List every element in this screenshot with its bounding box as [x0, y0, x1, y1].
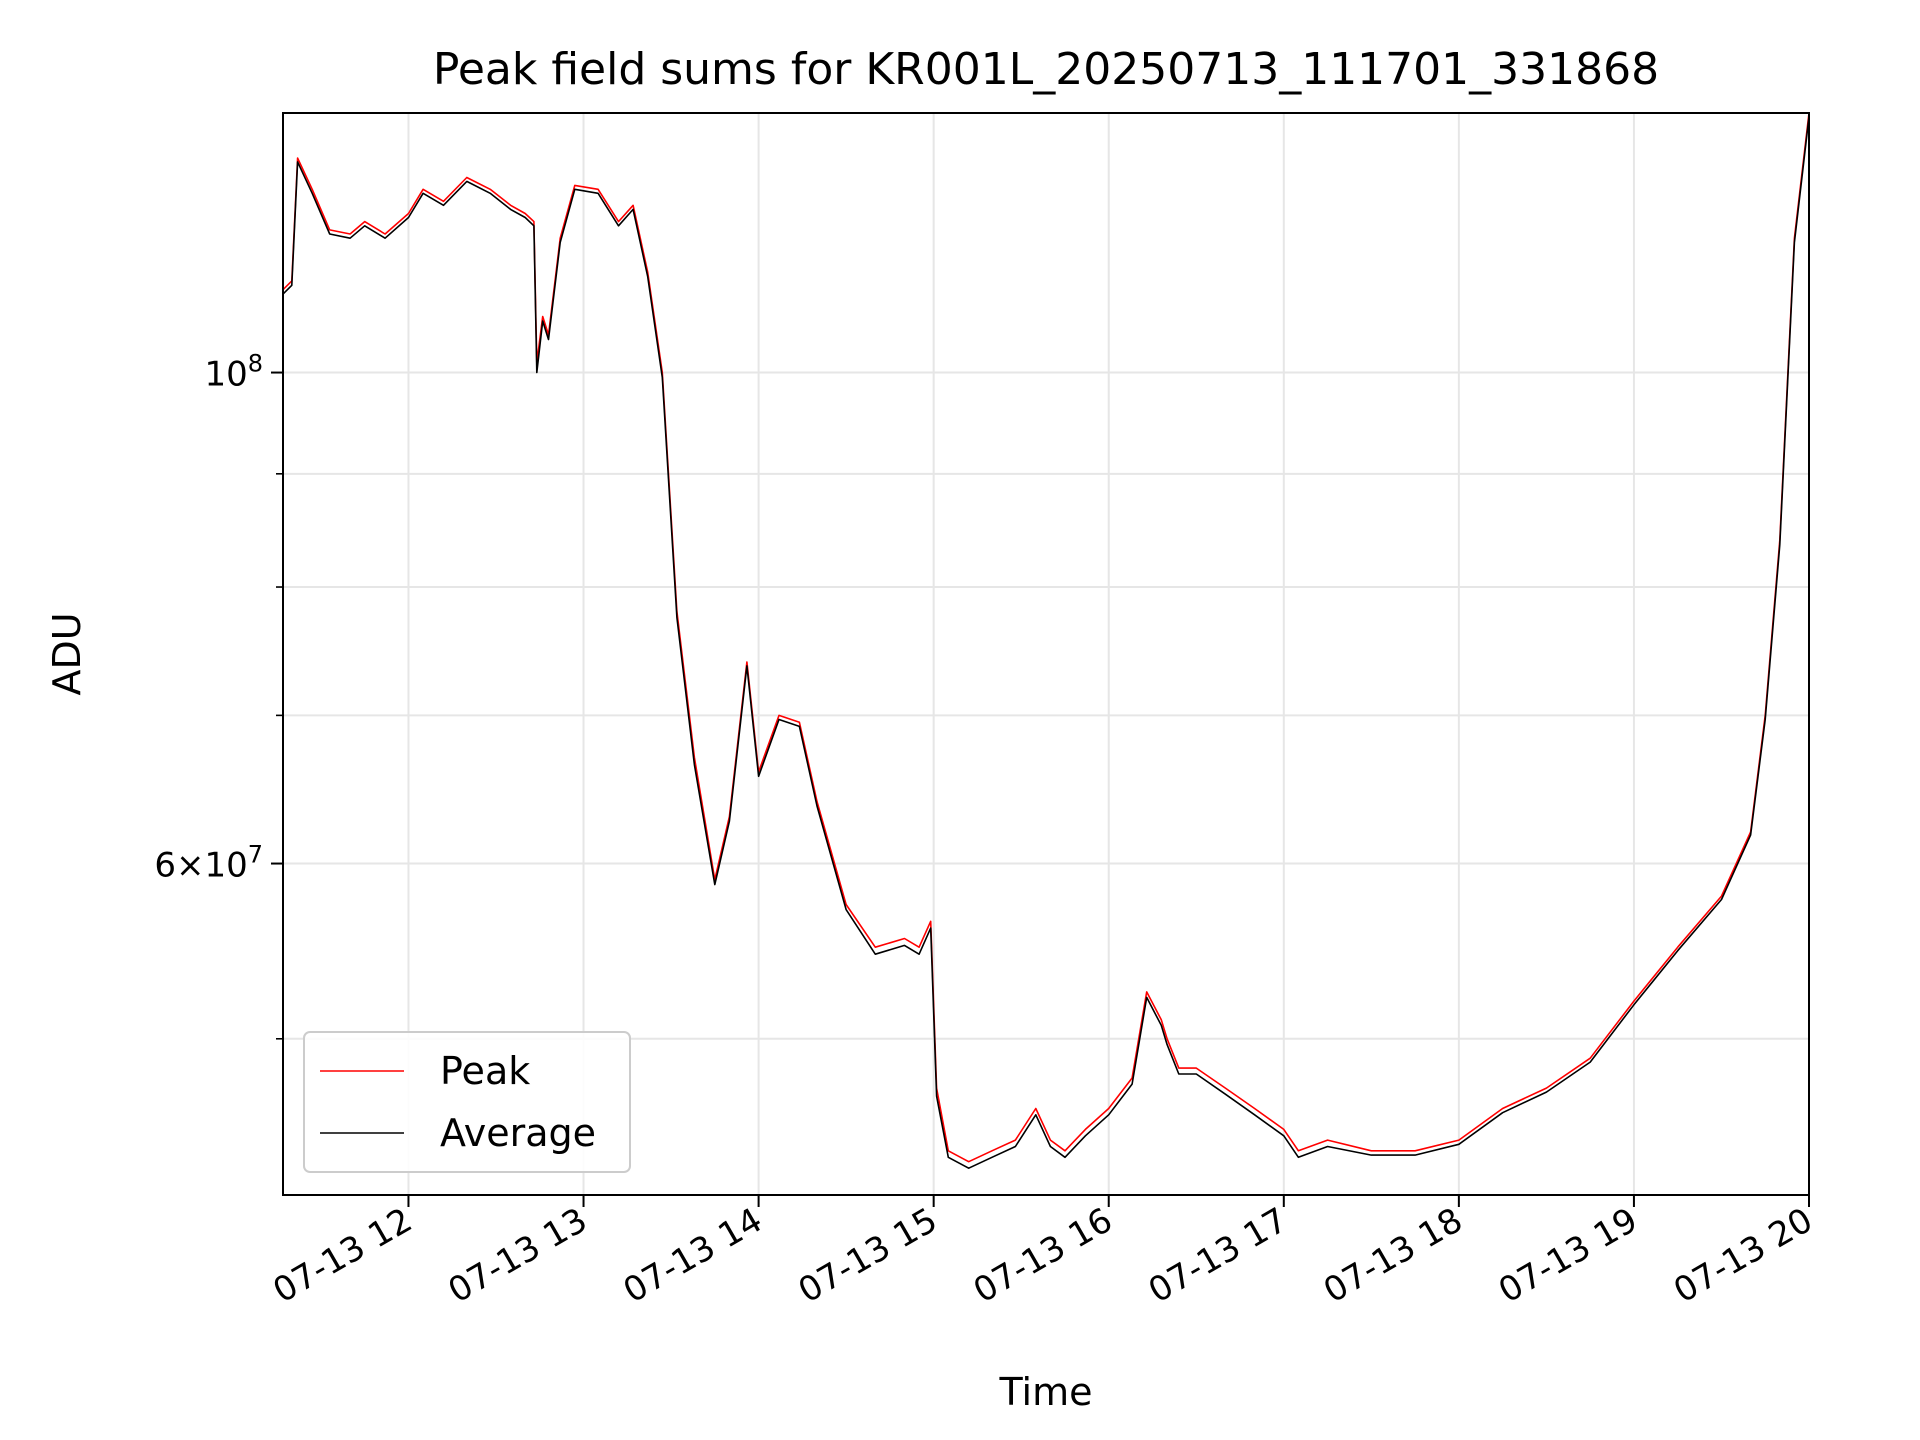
series-line-peak [282, 112, 1810, 1163]
y-axis-label: ADU [45, 612, 89, 695]
y-axis: 108 6×107 [154, 350, 283, 1040]
plot-frame [282, 112, 1810, 1196]
y-tick-label: 108 [204, 350, 263, 395]
chart-title: Peak field sums for KR001L_20250713_1117… [433, 44, 1659, 95]
plot-lines [282, 112, 1810, 1169]
legend: Peak Average [303, 1031, 631, 1173]
legend-label-peak: Peak [440, 1049, 530, 1093]
y-tick-label: 6×107 [154, 841, 263, 886]
series-line-average [282, 116, 1810, 1169]
x-axis-label: Time [999, 1370, 1093, 1414]
legend-label-average: Average [440, 1111, 596, 1155]
legend-box [303, 1031, 631, 1173]
